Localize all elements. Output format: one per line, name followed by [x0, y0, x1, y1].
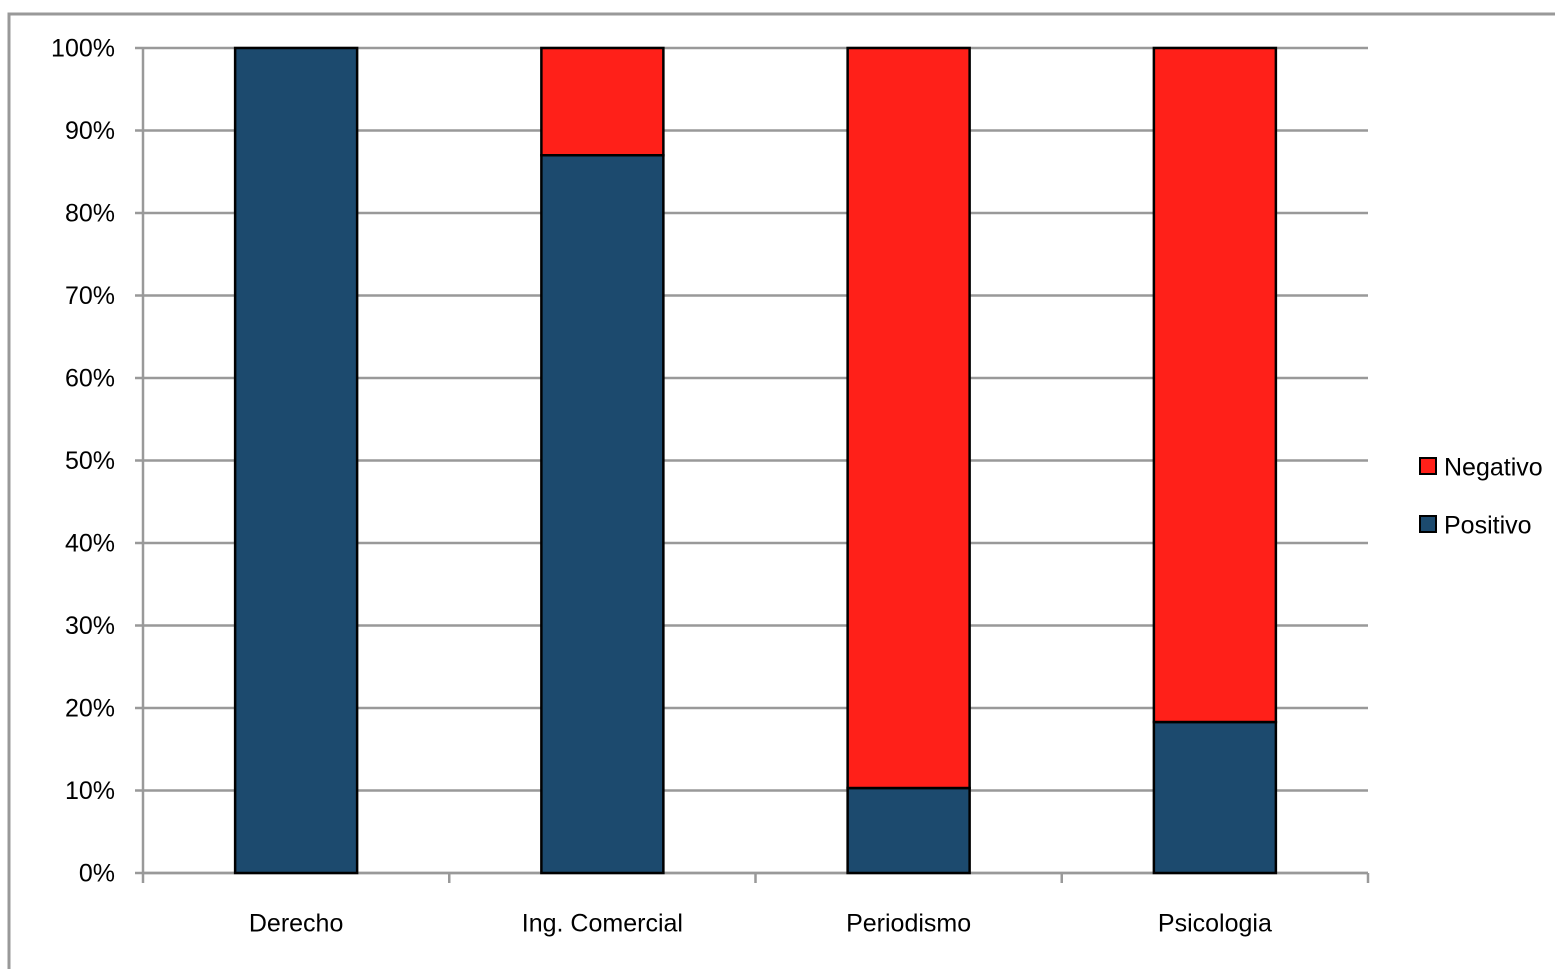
legend-swatch — [1419, 457, 1437, 475]
y-tick-label: 50% — [65, 447, 115, 475]
bar-segment — [846, 46, 971, 790]
legend-label: Negativo — [1444, 454, 1543, 482]
y-tick-label: 20% — [65, 695, 115, 723]
bar-segment — [540, 154, 665, 875]
bar-segment — [233, 46, 359, 875]
y-tick-label: 40% — [65, 530, 115, 558]
x-tick-label: Psicologia — [1158, 910, 1272, 938]
y-tick-label: 10% — [65, 777, 115, 805]
y-tick-label: 30% — [65, 612, 115, 640]
y-tick-label: 90% — [65, 117, 115, 145]
bar-segment — [846, 786, 971, 875]
bar-segment — [540, 46, 665, 157]
bar-segment — [1152, 46, 1278, 724]
x-tick-label: Ing. Comercial — [522, 910, 683, 938]
y-tick-label: 100% — [51, 35, 115, 63]
x-tick-label: Periodismo — [846, 910, 971, 938]
y-tick-label: 60% — [65, 365, 115, 393]
legend-swatch — [1419, 515, 1437, 533]
y-tick-label: 70% — [65, 282, 115, 310]
bar-segment — [1152, 720, 1278, 875]
y-tick-label: 0% — [79, 860, 115, 888]
x-tick-label: Derecho — [249, 910, 344, 938]
legend-label: Positivo — [1444, 512, 1532, 540]
y-tick-label: 80% — [65, 200, 115, 228]
